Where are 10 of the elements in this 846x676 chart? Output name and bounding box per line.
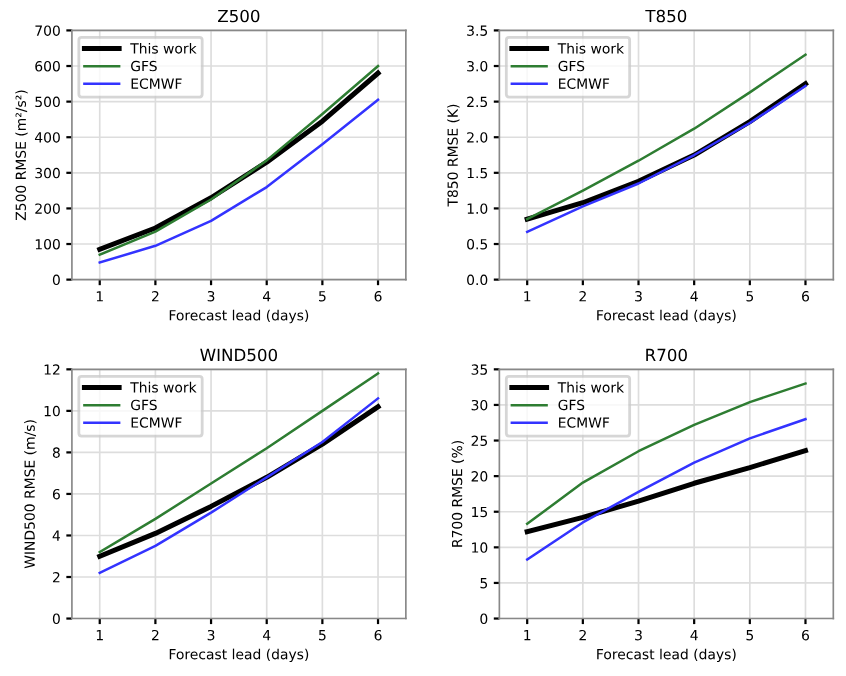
line-series (98, 98, 380, 264)
line-series (525, 53, 807, 221)
line-series (525, 417, 807, 561)
chart-title: R700 (646, 348, 687, 362)
line-series (524, 448, 808, 535)
line-series (525, 382, 807, 526)
line-series (98, 372, 380, 554)
chart-title: T850 (645, 9, 687, 23)
chart-title: WIND500 (200, 348, 278, 362)
chart-title: Z500 (218, 9, 260, 23)
